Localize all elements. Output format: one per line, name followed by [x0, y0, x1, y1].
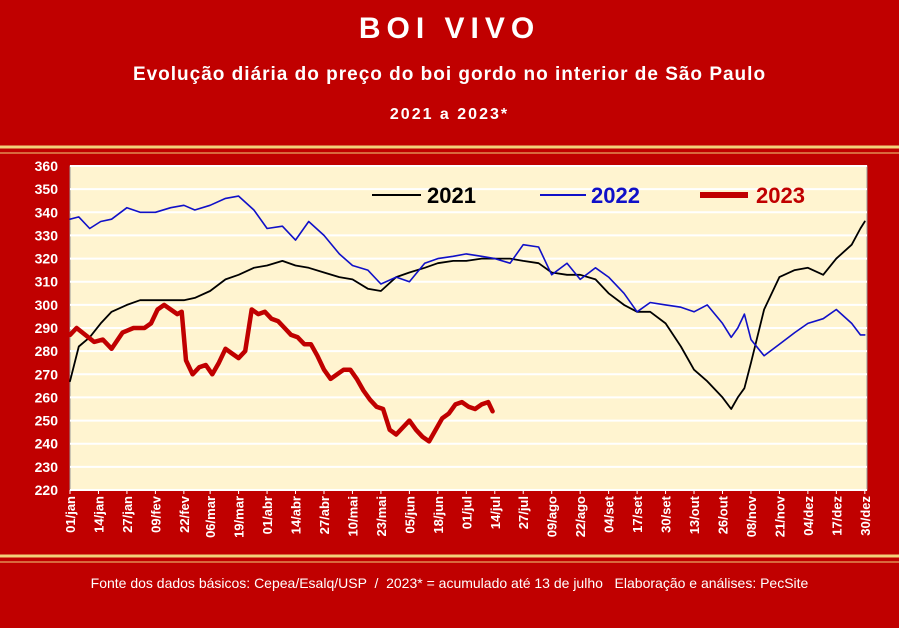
chart-subtitle: Evolução diária do preço do boi gordo no… — [132, 64, 767, 85]
x-tick-label: 09/ago — [545, 496, 560, 537]
y-tick-label: 240 — [35, 436, 59, 452]
x-tick-label: 04/dez — [801, 496, 816, 536]
chart-years: 2021 a 2023* — [389, 106, 510, 123]
y-tick-label: 290 — [35, 320, 59, 336]
legend-label-2022: 2022 — [591, 183, 640, 208]
y-tick-label: 330 — [35, 227, 59, 243]
chart-title: BOI VIVO — [358, 12, 541, 45]
y-tick-label: 230 — [35, 459, 59, 475]
y-tick-label: 250 — [35, 413, 59, 429]
x-tick-label: 22/fev — [177, 495, 192, 533]
x-tick-label: 17/set — [630, 495, 645, 533]
x-tick-label: 26/out — [715, 495, 730, 534]
x-tick-label: 30/set — [659, 495, 674, 533]
x-tick-label: 27/abr — [317, 496, 332, 534]
x-tick-label: 14/jul — [488, 496, 503, 529]
x-tick-label: 13/out — [687, 495, 702, 534]
grid-lines — [70, 165, 867, 491]
series-line-2021 — [69, 220, 866, 410]
y-tick-label: 270 — [35, 366, 59, 382]
x-tick-label: 06/mar — [203, 496, 218, 538]
y-tick-label: 360 — [35, 158, 59, 174]
x-tick-label: 18/jun — [431, 496, 446, 534]
x-tick-label: 23/mai — [374, 496, 389, 536]
x-tick-label: 19/mar — [232, 496, 247, 538]
y-tick-label: 350 — [35, 181, 59, 197]
series-lines — [67, 195, 866, 444]
series-line-2022 — [69, 195, 866, 357]
x-axis: 01/jan 14/jan 27/jan 09/fev 22/fev 06/mar 19/m… — [63, 490, 873, 538]
x-tick-label: 10/mai — [345, 496, 360, 536]
x-tick-label: 17/dez — [829, 496, 844, 536]
x-tick-label: 14/abr — [289, 496, 304, 534]
legend-label-2023: 2023 — [756, 183, 805, 208]
y-tick-label: 300 — [35, 297, 59, 313]
x-tick-label: 01/abr — [260, 496, 275, 534]
x-tick-label: 09/fev — [148, 495, 163, 533]
series-line-2023 — [67, 302, 495, 444]
y-axis: 220 230 240 250 260 270 280 290 300 310 320 330 340 3… — [35, 158, 59, 498]
x-tick-label: 14/jan — [91, 496, 106, 533]
x-tick-label: 22/ago — [573, 496, 588, 537]
y-tick-label: 310 — [35, 274, 59, 290]
y-tick-label: 320 — [35, 251, 59, 267]
y-tick-label: 220 — [35, 482, 59, 498]
x-tick-label: 05/jun — [402, 496, 417, 534]
x-tick-label: 27/jul — [516, 496, 531, 529]
x-tick-label: 27/jan — [120, 496, 135, 533]
x-tick-label: 04/set — [602, 495, 617, 533]
y-tick-label: 260 — [35, 389, 59, 405]
x-tick-label: 30/dez — [858, 496, 873, 536]
legend: 2021 2022 2023 — [372, 183, 805, 208]
x-tick-label: 08/nov — [744, 495, 759, 537]
source-note: Fonte dos dados básicos: Cepea/Esalq/USP… — [90, 575, 809, 591]
y-tick-label: 280 — [35, 343, 59, 359]
x-tick-label: 21/nov — [772, 495, 787, 537]
x-tick-label: 01/jul — [459, 496, 474, 529]
legend-label-2021: 2021 — [427, 183, 476, 208]
y-tick-label: 340 — [35, 204, 59, 220]
x-tick-label: 01/jan — [63, 496, 78, 533]
